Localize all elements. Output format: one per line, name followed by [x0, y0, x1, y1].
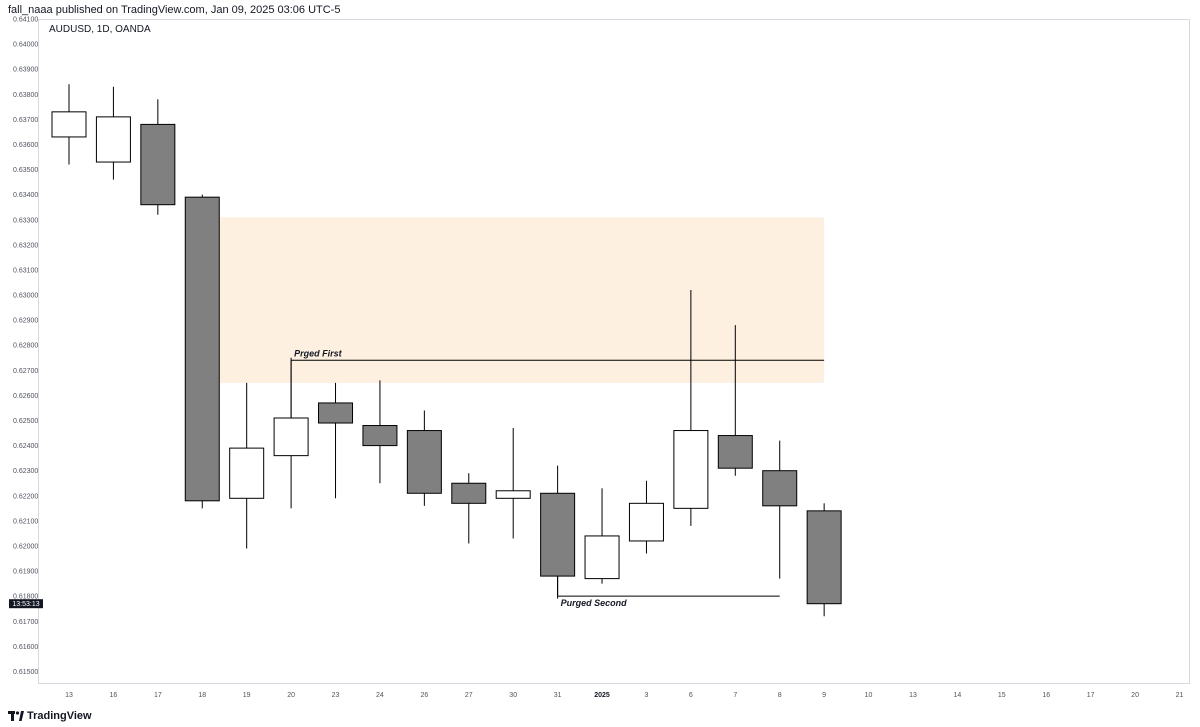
x-tick-label: 17	[154, 692, 162, 699]
bull-candle-body	[273, 417, 309, 457]
symbol-info: AUDUSD, 1D, OANDA	[49, 24, 151, 35]
y-tick-label: 0.61500	[13, 669, 38, 676]
tradingview-logo-text: TradingView	[27, 710, 92, 722]
chart-frame[interactable]	[38, 19, 1190, 684]
y-tick-label: 0.62100	[13, 518, 38, 525]
bull-candle-body	[51, 111, 87, 138]
x-tick-label: 30	[509, 692, 517, 699]
x-tick-label: 20	[287, 692, 295, 699]
tradingview-logo[interactable]: TradingView	[8, 709, 92, 723]
y-tick-label: 0.63900	[13, 67, 38, 74]
y-tick-label: 0.62500	[13, 418, 38, 425]
y-tick-label: 0.62400	[13, 443, 38, 450]
price-countdown-text: 13:53:13	[12, 601, 39, 608]
supply-zone	[202, 217, 825, 383]
y-tick-label: 0.61900	[13, 569, 38, 576]
x-tick-label: 13	[909, 692, 917, 699]
y-tick-label: 0.63800	[13, 92, 38, 99]
x-tick-label: 21	[1176, 692, 1184, 699]
x-tick-label: 2025	[594, 692, 610, 699]
x-tick-label: 13	[65, 692, 73, 699]
bear-candle-body	[540, 492, 576, 577]
bear-candle-body	[140, 123, 176, 206]
y-tick-label: 0.63100	[13, 267, 38, 274]
x-tick-label: 17	[1087, 692, 1095, 699]
y-tick-label: 0.63300	[13, 217, 38, 224]
x-tick-label: 18	[198, 692, 206, 699]
x-tick-label: 26	[420, 692, 428, 699]
bull-candle-body	[584, 535, 620, 580]
bull-candle-body	[229, 447, 265, 499]
x-tick-label: 19	[243, 692, 251, 699]
bull-candle-body	[628, 502, 664, 542]
bear-candle-body	[184, 196, 220, 502]
tradingview-logo-icon	[8, 711, 24, 721]
bear-candle-body	[406, 430, 442, 494]
y-tick-label: 0.63200	[13, 242, 38, 249]
y-tick-label: 0.61800	[13, 594, 38, 601]
x-tick-label: 16	[1042, 692, 1050, 699]
y-tick-label: 0.63400	[13, 192, 38, 199]
x-tick-label: 6	[689, 692, 693, 699]
y-tick-label: 0.63500	[13, 167, 38, 174]
bear-candle-body	[806, 510, 842, 605]
x-tick-label: 7	[733, 692, 737, 699]
y-tick-label: 0.63000	[13, 293, 38, 300]
x-tick-label: 14	[954, 692, 962, 699]
x-tick-label: 23	[332, 692, 340, 699]
y-tick-label: 0.62800	[13, 343, 38, 350]
y-tick-label: 0.61700	[13, 619, 38, 626]
y-tick-label: 0.63600	[13, 142, 38, 149]
y-tick-label: 0.62200	[13, 493, 38, 500]
publish-info: fall_naaa published on TradingView.com, …	[8, 4, 341, 16]
bear-candle-body	[451, 482, 487, 504]
bull-candle-body	[95, 116, 131, 163]
bear-candle-body	[362, 425, 398, 447]
y-tick-label: 0.62600	[13, 393, 38, 400]
x-tick-label: 10	[865, 692, 873, 699]
annotation-label: Purged Second	[561, 598, 628, 608]
x-tick-label: 8	[778, 692, 782, 699]
x-tick-label: 15	[998, 692, 1006, 699]
x-tick-label: 27	[465, 692, 473, 699]
x-tick-label: 20	[1131, 692, 1139, 699]
x-tick-label: 3	[645, 692, 649, 699]
price-countdown-badge	[9, 599, 43, 609]
y-tick-label: 0.64100	[13, 17, 38, 24]
x-tick-label: 24	[376, 692, 384, 699]
bear-candle-body	[717, 435, 753, 469]
y-tick-label: 0.62000	[13, 543, 38, 550]
y-tick-label: 0.62300	[13, 468, 38, 475]
y-tick-label: 0.61600	[13, 644, 38, 651]
bull-candle-body	[673, 430, 709, 509]
y-tick-label: 0.62900	[13, 318, 38, 325]
annotation-label: Prged First	[294, 348, 343, 358]
x-tick-label: 9	[822, 692, 826, 699]
bear-candle-body	[762, 470, 798, 507]
y-tick-label: 0.64000	[13, 42, 38, 49]
x-tick-label: 31	[554, 692, 562, 699]
y-tick-label: 0.63700	[13, 117, 38, 124]
bull-candle-body	[495, 490, 531, 499]
x-tick-label: 16	[110, 692, 118, 699]
bear-candle-body	[318, 402, 354, 424]
y-tick-label: 0.62700	[13, 368, 38, 375]
